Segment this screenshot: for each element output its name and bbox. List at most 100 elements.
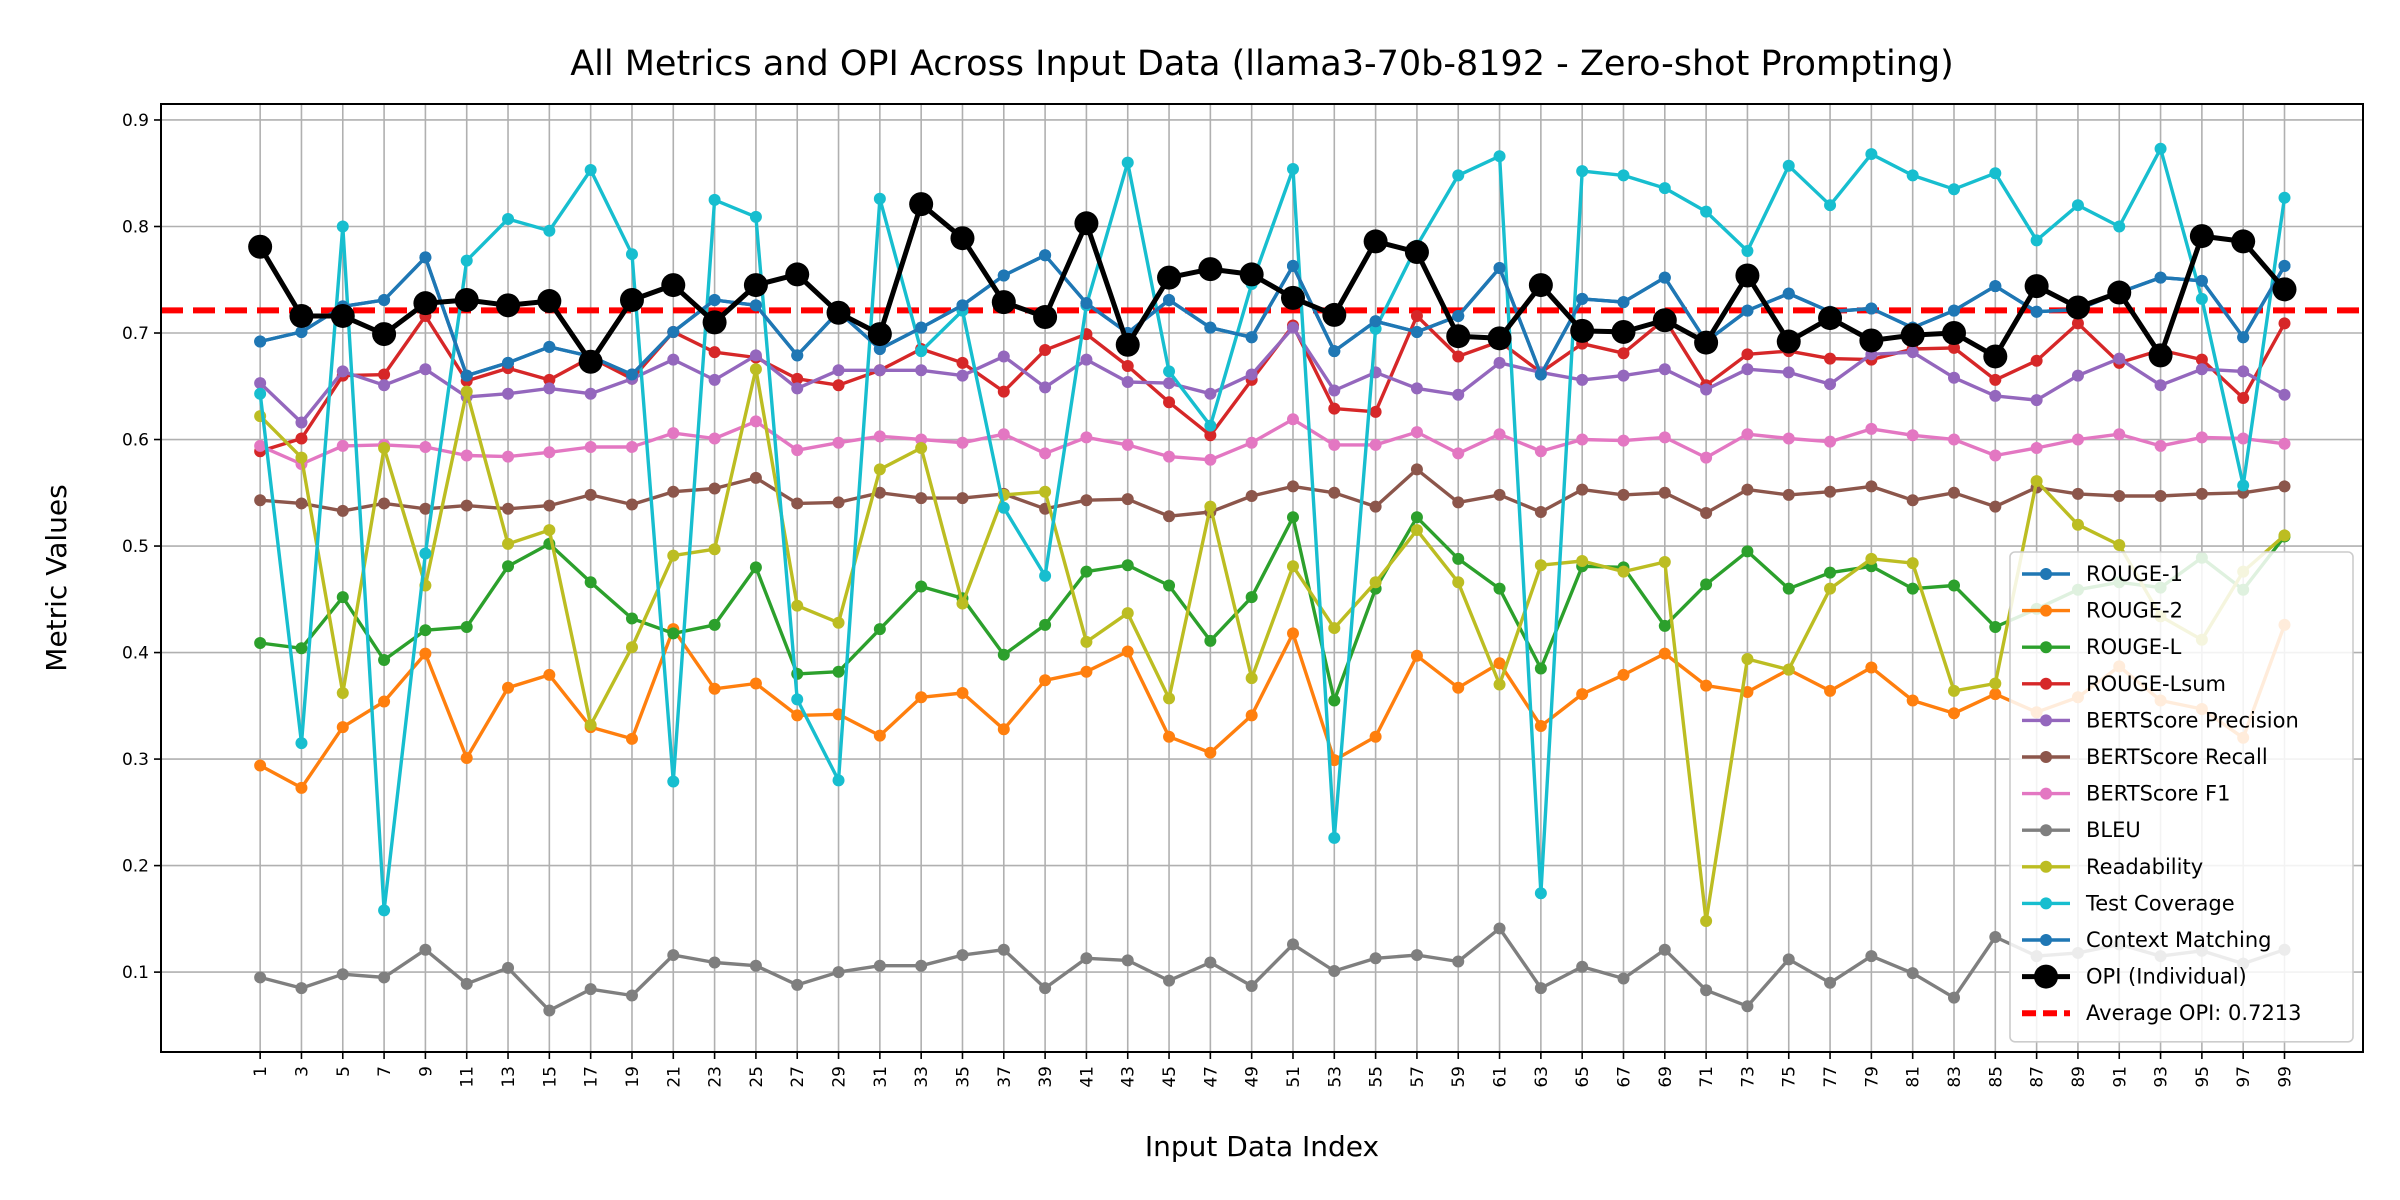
data-point-bertscore-f1 xyxy=(2278,437,2291,450)
data-point-bertscore-f1 xyxy=(1782,432,1795,445)
data-point-bleu xyxy=(1658,943,1671,956)
data-point-context-matching xyxy=(997,269,1010,282)
data-point-rouge-l xyxy=(1534,662,1547,675)
legend-item-bertscore-recall: BERTScore Recall xyxy=(2022,745,2268,769)
data-point-rouge-l xyxy=(625,612,638,625)
data-point-rouge-2 xyxy=(997,723,1010,736)
data-point-bertscore-precision xyxy=(2237,365,2250,378)
data-point-opi-individual xyxy=(2231,229,2256,254)
data-point-readability xyxy=(625,641,638,654)
data-point-rouge-2 xyxy=(1906,694,1919,707)
data-point-rouge-lsum xyxy=(1039,344,1052,357)
data-point-context-matching xyxy=(1286,259,1299,272)
data-point-test-coverage xyxy=(832,774,845,787)
x-tick-label: 67 xyxy=(1614,1066,1634,1088)
data-point-context-matching xyxy=(708,293,721,306)
data-point-context-matching xyxy=(1410,325,1423,338)
data-point-bleu xyxy=(1700,984,1713,997)
series-line-bertscore-recall xyxy=(260,467,2285,518)
y-tick-label: 0.8 xyxy=(122,217,149,237)
data-point-test-coverage xyxy=(1328,831,1341,844)
data-point-rouge-2 xyxy=(1452,681,1465,694)
legend-marker xyxy=(2034,964,2058,989)
data-point-test-coverage xyxy=(625,248,638,261)
legend-item-opi-individual: OPI (Individual) xyxy=(2022,964,2247,989)
data-point-rouge-l xyxy=(1452,552,1465,565)
data-point-readability xyxy=(2030,475,2043,488)
data-point-opi-individual xyxy=(330,303,355,328)
data-point-bertscore-f1 xyxy=(915,433,928,446)
legend-label: Readability xyxy=(2086,855,2203,879)
x-tick-label: 97 xyxy=(2234,1066,2254,1088)
x-tick-label: 77 xyxy=(1821,1066,1841,1088)
data-point-context-matching xyxy=(1782,287,1795,300)
legend-label: ROUGE-L xyxy=(2086,635,2182,659)
y-tick-label: 0.6 xyxy=(122,431,149,451)
data-point-readability xyxy=(1576,554,1589,567)
data-point-bertscore-recall xyxy=(1824,485,1837,498)
x-tick-label: 27 xyxy=(788,1066,808,1088)
y-tick-label: 0.2 xyxy=(122,857,149,877)
data-point-bertscore-f1 xyxy=(1658,431,1671,444)
data-point-opi-individual xyxy=(1446,324,1471,349)
series-line-readability xyxy=(258,367,2286,923)
data-point-bertscore-f1 xyxy=(832,436,845,449)
data-point-context-matching xyxy=(915,321,928,334)
data-point-bertscore-precision xyxy=(1204,387,1217,400)
data-point-opi-individual xyxy=(1074,211,1099,236)
data-point-bertscore-precision xyxy=(336,365,349,378)
data-point-bertscore-recall xyxy=(2154,489,2167,502)
data-point-opi-individual xyxy=(289,303,314,328)
legend-marker xyxy=(2040,604,2052,617)
data-point-bertscore-precision xyxy=(2030,394,2043,407)
x-tick-label: 9 xyxy=(416,1066,436,1077)
data-point-test-coverage xyxy=(1039,569,1052,582)
legend-marker xyxy=(2040,897,2052,910)
data-point-readability xyxy=(1121,607,1134,620)
data-point-bertscore-precision xyxy=(1782,366,1795,379)
data-point-bleu xyxy=(915,959,928,972)
data-point-bertscore-recall xyxy=(1080,494,1093,507)
data-point-test-coverage xyxy=(708,193,721,206)
x-tick-label: 11 xyxy=(458,1066,478,1088)
data-point-test-coverage xyxy=(2154,142,2167,155)
data-point-test-coverage xyxy=(873,192,886,205)
data-point-readability xyxy=(584,718,597,731)
data-point-bertscore-precision xyxy=(502,387,515,400)
data-point-bertscore-f1 xyxy=(1989,449,2002,462)
data-point-rouge-l xyxy=(1328,694,1341,707)
data-point-opi-individual xyxy=(1694,330,1719,355)
data-point-rouge-2 xyxy=(295,781,308,794)
data-point-rouge-l xyxy=(1989,620,2002,633)
data-point-test-coverage xyxy=(1617,169,1630,182)
data-point-bertscore-precision xyxy=(2113,352,2126,365)
data-point-test-coverage xyxy=(1163,365,1176,378)
data-point-test-coverage xyxy=(749,210,762,223)
x-tick-label: 63 xyxy=(1532,1066,1552,1088)
legend-label: ROUGE-2 xyxy=(2086,599,2183,623)
data-point-bertscore-f1 xyxy=(254,439,267,452)
data-point-test-coverage xyxy=(1286,162,1299,175)
data-point-rouge-2 xyxy=(1617,668,1630,681)
data-point-rouge-2 xyxy=(749,677,762,690)
data-point-test-coverage xyxy=(336,220,349,233)
data-point-readability xyxy=(1204,500,1217,513)
data-point-test-coverage xyxy=(1204,419,1217,432)
series-bertscore-recall xyxy=(254,463,2291,523)
data-point-test-coverage xyxy=(2278,191,2291,204)
data-point-context-matching xyxy=(1369,315,1382,328)
x-tick-label: 43 xyxy=(1119,1066,1139,1088)
y-axis-label: Metric Values xyxy=(40,484,73,671)
data-point-bertscore-recall xyxy=(584,488,597,501)
x-tick-label: 37 xyxy=(995,1066,1015,1088)
data-point-test-coverage xyxy=(2237,479,2250,492)
data-point-bleu xyxy=(378,971,391,984)
data-point-test-coverage xyxy=(1824,199,1837,212)
data-point-opi-individual xyxy=(1528,273,1553,298)
data-point-bertscore-precision xyxy=(1906,346,1919,359)
data-point-rouge-l xyxy=(873,623,886,636)
x-tick-label: 1 xyxy=(251,1066,271,1077)
data-point-context-matching xyxy=(2237,331,2250,344)
data-point-bertscore-precision xyxy=(1658,363,1671,376)
data-point-opi-individual xyxy=(909,192,934,217)
